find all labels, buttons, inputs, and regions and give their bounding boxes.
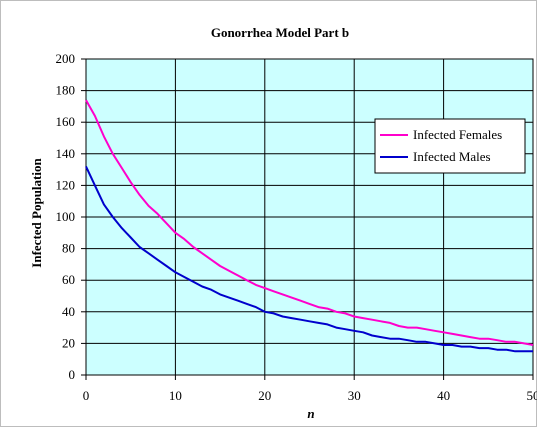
x-tick-label: 20 (258, 388, 271, 403)
x-tick-label: 30 (348, 388, 361, 403)
y-tick-label: 80 (62, 241, 75, 256)
x-tick-label: 50 (527, 388, 537, 403)
y-tick-label: 200 (56, 51, 76, 66)
x-tick-labels: 0 10 20 30 40 50 (83, 375, 537, 403)
y-tick-label: 100 (56, 209, 76, 224)
x-tick-label: 0 (83, 388, 90, 403)
y-tick-label: 180 (56, 83, 76, 98)
y-tick-labels: 0 20 40 60 80 100 120 140 160 180 200 (56, 51, 87, 382)
x-axis-label: n (307, 406, 314, 421)
y-tick-label: 60 (62, 272, 75, 287)
y-tick-label: 0 (69, 367, 76, 382)
y-tick-label: 140 (56, 146, 76, 161)
legend: Infected Females Infected Males (375, 119, 525, 173)
y-axis-label: Infected Population (29, 158, 44, 268)
legend-label-females: Infected Females (413, 127, 502, 142)
legend-label-males: Infected Males (413, 149, 491, 164)
x-tick-label: 10 (169, 388, 182, 403)
chart-title: Gonorrhea Model Part b (211, 25, 349, 40)
y-tick-label: 40 (62, 304, 75, 319)
y-tick-label: 120 (56, 177, 76, 192)
x-tick-label: 40 (437, 388, 450, 403)
y-tick-label: 20 (62, 335, 75, 350)
y-tick-label: 160 (56, 114, 76, 129)
